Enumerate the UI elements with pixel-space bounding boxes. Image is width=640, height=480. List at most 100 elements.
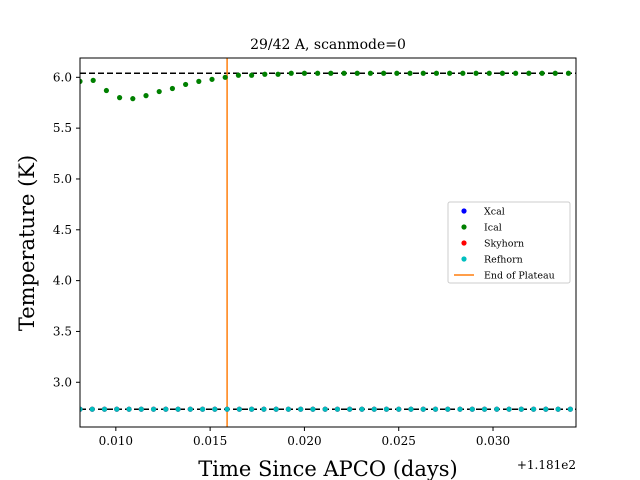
data-point-ical bbox=[262, 71, 268, 77]
y-tick-label: 6.0 bbox=[53, 70, 72, 84]
data-point-ical bbox=[354, 70, 360, 76]
x-tick-label: 0.030 bbox=[476, 434, 510, 448]
data-point-refhorn bbox=[298, 406, 304, 412]
data-point-ical bbox=[183, 81, 189, 88]
y-tick-label: 3.5 bbox=[53, 324, 72, 338]
legend-label-xcal: Xcal bbox=[484, 207, 505, 218]
plot-area bbox=[80, 58, 576, 427]
data-point-ical bbox=[196, 78, 202, 84]
y-axis-ticks: 3.0 3.5 4.0 4.5 5.0 5.5 6.0 bbox=[53, 70, 80, 389]
legend-marker-refhorn bbox=[461, 256, 467, 262]
chart-title: 29/42 A, scanmode=0 bbox=[250, 37, 406, 53]
x-tick-label: 0.015 bbox=[193, 434, 227, 448]
data-point-ical bbox=[143, 93, 149, 99]
data-point-refhorn bbox=[163, 406, 169, 412]
data-point-refhorn bbox=[359, 406, 365, 412]
legend-label-skyhorn: Skyhorn bbox=[484, 239, 524, 250]
y-tick-label: 3.0 bbox=[53, 375, 72, 389]
legend-marker-xcal bbox=[461, 208, 467, 214]
data-point-refhorn bbox=[175, 406, 181, 412]
data-point-ical bbox=[288, 70, 294, 76]
y-axis-label: Temperature (K) bbox=[15, 155, 39, 331]
data-point-refhorn bbox=[567, 406, 573, 412]
data-point-ical bbox=[539, 70, 545, 76]
data-point-refhorn bbox=[469, 406, 475, 412]
legend-label-refhorn: Refhorn bbox=[484, 255, 523, 266]
data-point-refhorn bbox=[224, 406, 230, 412]
data-point-ical bbox=[565, 70, 572, 76]
data-point-refhorn bbox=[80, 406, 83, 412]
data-point-ical bbox=[341, 70, 347, 76]
data-point-refhorn bbox=[101, 406, 108, 412]
data-point-ical bbox=[447, 70, 453, 76]
data-point-refhorn bbox=[138, 406, 144, 412]
data-point-ical bbox=[420, 70, 426, 76]
data-point-ical bbox=[222, 74, 228, 80]
data-point-ical bbox=[460, 70, 466, 76]
data-point-refhorn bbox=[199, 406, 206, 412]
legend-label-ical: Ical bbox=[484, 223, 502, 234]
data-point-ical bbox=[381, 70, 387, 76]
data-point-refhorn bbox=[396, 406, 402, 412]
data-point-refhorn bbox=[150, 406, 157, 412]
y-tick-label: 4.5 bbox=[53, 223, 72, 237]
x-tick-label: 0.010 bbox=[99, 434, 133, 448]
data-point-ical bbox=[433, 70, 440, 76]
x-tick-label: 0.020 bbox=[287, 434, 321, 448]
data-point-refhorn bbox=[187, 406, 193, 412]
plot-frame bbox=[79, 57, 577, 428]
data-point-ical bbox=[90, 77, 96, 83]
data-point-refhorn bbox=[555, 406, 561, 412]
data-point-refhorn bbox=[518, 406, 524, 412]
legend-marker-ical bbox=[461, 224, 467, 230]
data-point-refhorn bbox=[212, 406, 218, 412]
plot-inner bbox=[80, 58, 576, 427]
data-point-ical bbox=[552, 70, 558, 76]
x-axis-ticks: 0.010 0.015 0.020 0.025 0.030 bbox=[99, 427, 510, 448]
legend-label-end-of-plateau: End of Plateau bbox=[484, 271, 555, 282]
data-point-refhorn bbox=[432, 406, 439, 412]
y-tick-label: 5.0 bbox=[53, 172, 72, 186]
data-point-refhorn bbox=[457, 406, 463, 412]
data-point-ical bbox=[117, 95, 123, 101]
data-point-refhorn bbox=[408, 406, 414, 412]
data-point-refhorn bbox=[249, 406, 255, 412]
data-point-refhorn bbox=[273, 406, 279, 412]
x-axis-label: Time Since APCO (days) bbox=[198, 457, 457, 480]
y-tick-label: 5.5 bbox=[53, 121, 72, 135]
data-point-refhorn bbox=[310, 406, 316, 412]
data-point-ical bbox=[394, 70, 400, 76]
data-point-refhorn bbox=[543, 406, 549, 412]
series-refhorn bbox=[80, 406, 573, 412]
data-point-refhorn bbox=[285, 406, 291, 412]
series-ical bbox=[80, 70, 572, 102]
data-point-refhorn bbox=[89, 406, 95, 412]
data-point-refhorn bbox=[420, 406, 426, 412]
data-point-ical bbox=[513, 70, 519, 76]
data-point-ical bbox=[328, 70, 334, 76]
data-point-ical bbox=[526, 70, 532, 76]
data-point-ical bbox=[249, 72, 255, 78]
data-point-ical bbox=[367, 70, 374, 76]
data-point-ical bbox=[486, 70, 492, 76]
data-point-ical bbox=[235, 72, 242, 78]
x-offset-label: +1.181e2 bbox=[517, 458, 576, 472]
data-point-refhorn bbox=[481, 406, 488, 412]
data-point-refhorn bbox=[530, 406, 537, 412]
data-point-refhorn bbox=[494, 406, 500, 412]
data-point-refhorn bbox=[347, 406, 353, 412]
data-point-refhorn bbox=[506, 406, 512, 412]
data-point-ical bbox=[315, 70, 321, 76]
data-point-ical bbox=[156, 88, 162, 95]
data-point-refhorn bbox=[261, 406, 267, 412]
y-tick-label: 4.0 bbox=[53, 274, 72, 288]
x-tick-label: 0.025 bbox=[382, 434, 416, 448]
data-point-refhorn bbox=[322, 406, 328, 412]
data-point-refhorn bbox=[371, 406, 377, 412]
legend: Xcal Ical Skyhorn Refhorn End of Plateau bbox=[447, 201, 571, 284]
data-point-refhorn bbox=[383, 406, 390, 412]
data-point-ical bbox=[169, 85, 176, 92]
data-point-refhorn bbox=[114, 406, 120, 412]
data-point-ical bbox=[130, 96, 136, 102]
